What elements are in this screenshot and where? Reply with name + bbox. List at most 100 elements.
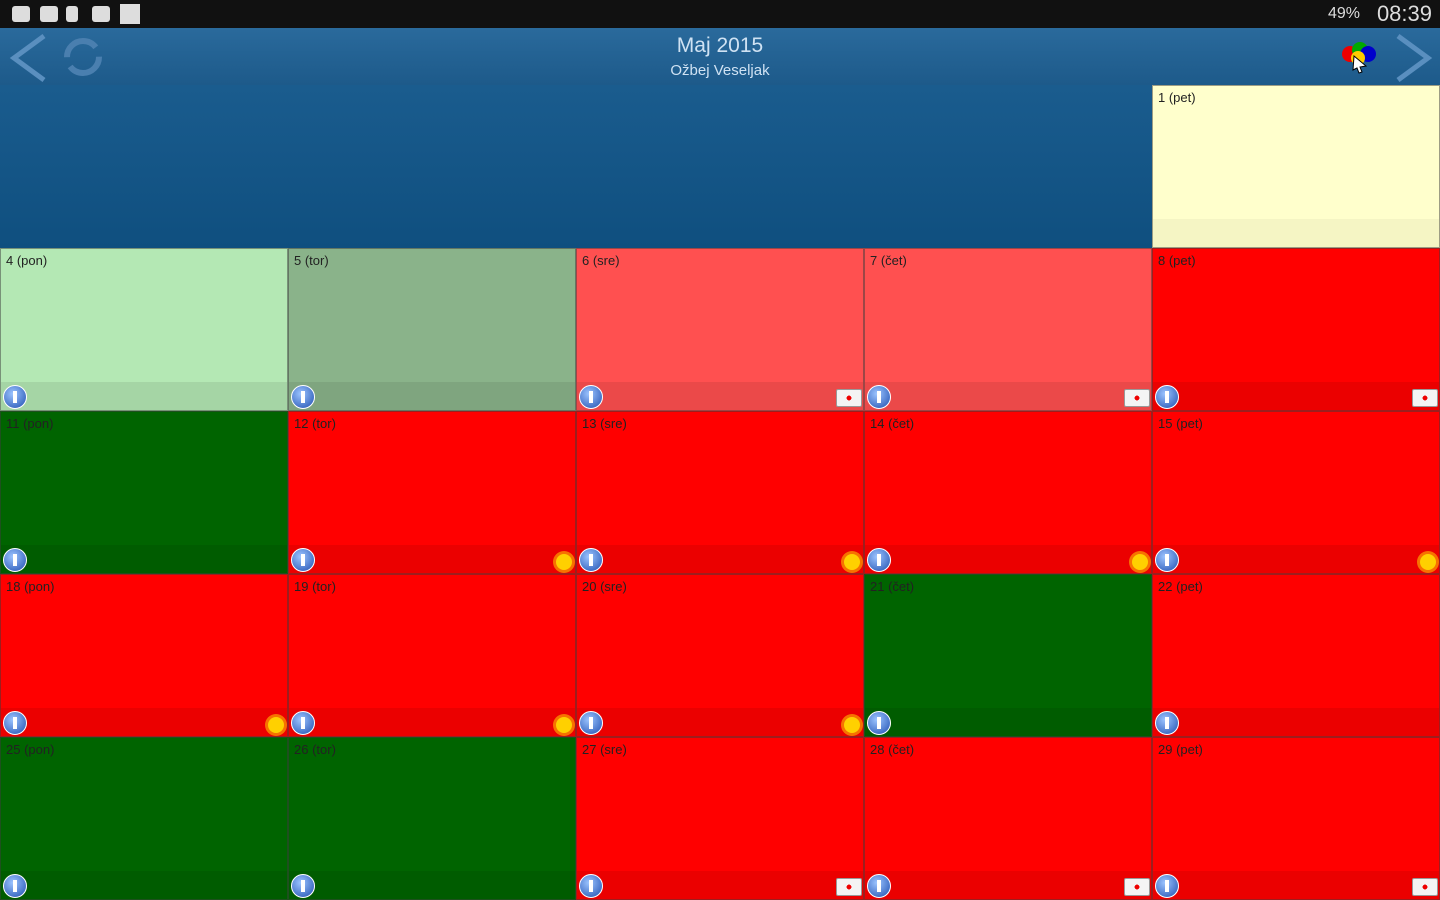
cell-footer	[289, 382, 575, 410]
info-icon[interactable]	[579, 711, 603, 735]
vacation-icon	[1132, 554, 1148, 570]
info-icon[interactable]	[867, 874, 891, 898]
day-label: 12 (tor)	[294, 416, 336, 431]
day-label: 18 (pon)	[6, 579, 55, 594]
cell-footer	[1, 545, 287, 573]
info-icon[interactable]	[3, 874, 27, 898]
sick-icon	[1124, 389, 1150, 407]
vacation-icon	[556, 717, 572, 733]
status-icon	[120, 4, 140, 24]
cell-footer	[1153, 382, 1439, 410]
cell-footer	[289, 871, 575, 899]
day-cell[interactable]: 4 (pon)	[0, 248, 288, 411]
day-label: 20 (sre)	[582, 579, 627, 594]
info-icon[interactable]	[579, 548, 603, 572]
cell-footer	[865, 708, 1151, 736]
vacation-icon	[844, 717, 860, 733]
cell-footer	[577, 871, 863, 899]
day-label: 28 (čet)	[870, 742, 915, 757]
next-button[interactable]	[1392, 32, 1438, 82]
cell-footer	[1, 708, 287, 736]
status-bar: 49% 08:39	[0, 0, 1440, 28]
day-cell[interactable]: 18 (pon)	[0, 574, 288, 737]
calendar-grid: 1 (pet) 4 (pon) 5 (tor) 6 (sre) 7 (čet) 8 (pe…	[0, 85, 1440, 900]
status-icon	[40, 6, 58, 22]
battery: 49%	[1327, 5, 1360, 22]
cell-footer	[289, 708, 575, 736]
day-cell[interactable]: 13 (sre)	[576, 411, 864, 574]
info-icon[interactable]	[291, 548, 315, 572]
day-cell[interactable]: 29 (pet)	[1152, 737, 1440, 900]
day-cell[interactable]: 1 (pet)	[1152, 85, 1440, 248]
status-icon	[92, 6, 110, 22]
day-label: 21 (čet)	[870, 579, 915, 594]
color-button[interactable]	[1340, 40, 1380, 74]
info-icon[interactable]	[867, 548, 891, 572]
day-label: 27 (sre)	[582, 742, 627, 757]
day-label: 8 (pet)	[1158, 253, 1196, 268]
info-icon[interactable]	[579, 874, 603, 898]
title: Maj 2015	[676, 34, 764, 57]
day-cell[interactable]: 28 (čet)	[864, 737, 1152, 900]
info-icon[interactable]	[1155, 711, 1179, 735]
day-cell[interactable]: 12 (tor)	[288, 411, 576, 574]
info-icon[interactable]	[3, 385, 27, 409]
info-icon[interactable]	[3, 548, 27, 572]
day-cell[interactable]: 27 (sre)	[576, 737, 864, 900]
info-icon[interactable]	[3, 711, 27, 735]
day-cell[interactable]: 8 (pet)	[1152, 248, 1440, 411]
prev-button[interactable]	[4, 32, 50, 82]
cell-footer	[865, 871, 1151, 899]
info-icon[interactable]	[291, 711, 315, 735]
sick-icon	[1412, 389, 1438, 407]
vacation-icon	[1420, 554, 1436, 570]
day-cell[interactable]: 6 (sre)	[576, 248, 864, 411]
day-label: 14 (čet)	[870, 416, 915, 431]
cell-footer	[1153, 545, 1439, 573]
day-label: 4 (pon)	[6, 253, 48, 268]
day-cell[interactable]: 5 (tor)	[288, 248, 576, 411]
day-cell[interactable]: 25 (pon)	[0, 737, 288, 900]
info-icon[interactable]	[1155, 548, 1179, 572]
cell-footer	[1, 382, 287, 410]
day-label: 29 (pet)	[1158, 742, 1203, 757]
day-cell[interactable]: 15 (pet)	[1152, 411, 1440, 574]
day-label: 5 (tor)	[294, 253, 329, 268]
day-label: 25 (pon)	[6, 742, 55, 757]
info-icon[interactable]	[579, 385, 603, 409]
day-cell[interactable]: 20 (sre)	[576, 574, 864, 737]
cell-footer	[289, 545, 575, 573]
day-cell[interactable]: 14 (čet)	[864, 411, 1152, 574]
sick-icon	[1124, 878, 1150, 896]
day-cell[interactable]: 19 (tor)	[288, 574, 576, 737]
info-icon[interactable]	[291, 874, 315, 898]
status-icon	[66, 6, 78, 22]
day-cell[interactable]: 7 (čet)	[864, 248, 1152, 411]
cell-footer	[1153, 219, 1439, 247]
day-label: 26 (tor)	[294, 742, 336, 757]
day-label: 22 (pet)	[1158, 579, 1203, 594]
day-cell[interactable]: 21 (čet)	[864, 574, 1152, 737]
header: Maj 2015 Ožbej Veseljak	[0, 28, 1440, 85]
info-icon[interactable]	[1155, 385, 1179, 409]
info-icon[interactable]	[1155, 874, 1179, 898]
day-cell[interactable]: 22 (pet)	[1152, 574, 1440, 737]
sick-icon	[1412, 878, 1438, 896]
info-icon[interactable]	[867, 711, 891, 735]
day-cell[interactable]: 11 (pon)	[0, 411, 288, 574]
cell-footer	[1153, 708, 1439, 736]
status-icon	[12, 6, 30, 22]
refresh-button[interactable]	[58, 32, 108, 82]
cell-footer	[1153, 871, 1439, 899]
vacation-icon	[268, 717, 284, 733]
cell-footer	[865, 382, 1151, 410]
cell-footer	[577, 382, 863, 410]
day-label: 11 (pon)	[6, 416, 54, 431]
subtitle: Ožbej Veseljak	[670, 62, 770, 79]
cell-footer	[577, 708, 863, 736]
day-cell[interactable]: 26 (tor)	[288, 737, 576, 900]
info-icon[interactable]	[867, 385, 891, 409]
sick-icon	[836, 878, 862, 896]
info-icon[interactable]	[291, 385, 315, 409]
